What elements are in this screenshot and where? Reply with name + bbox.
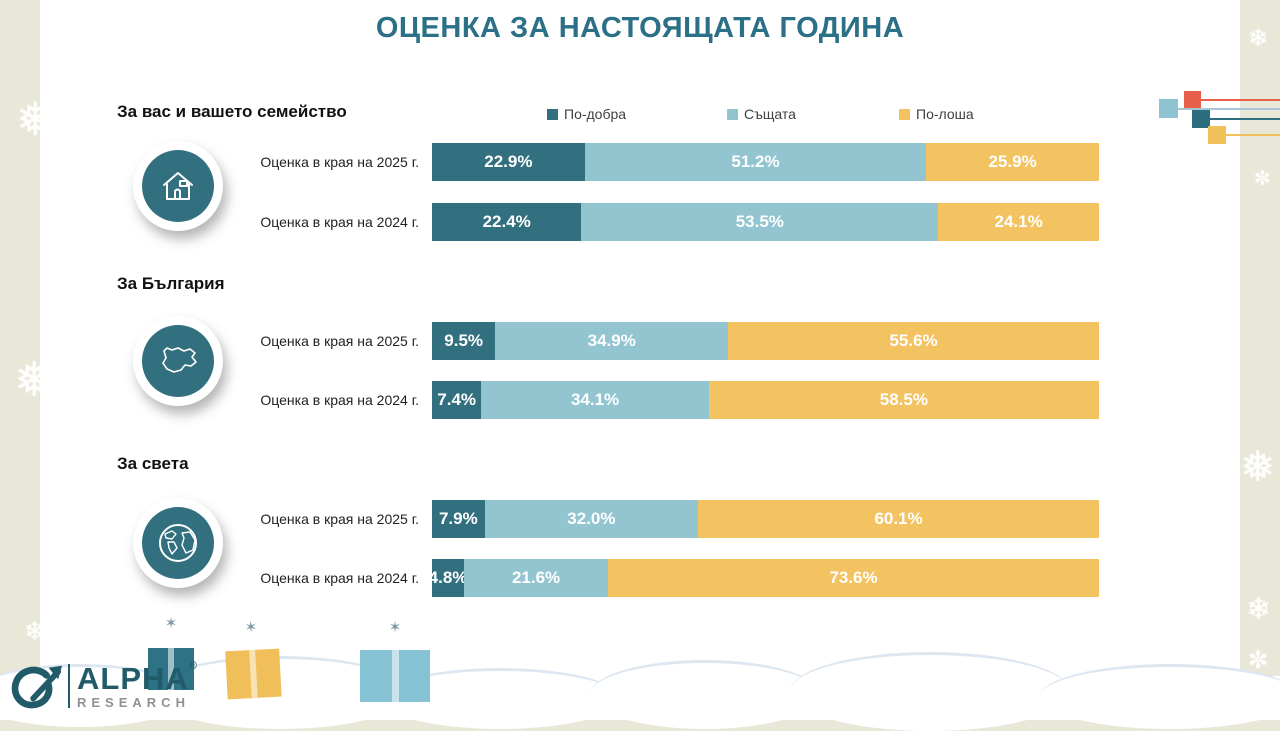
decor-square-lightblue [1159, 99, 1178, 118]
stacked-bar: 4.8% 21.6% 73.6% [429, 559, 1099, 597]
bar-segment-По-лоша: 24.1% [938, 203, 1099, 241]
stacked-bar: 9.5% 34.9% 55.6% [432, 322, 1099, 360]
bar-segment-Същата: 34.1% [481, 381, 709, 419]
alpha-research-logo: ALPHA ® RESEARCH [8, 660, 198, 712]
page-title: ОЦЕНКА ЗА НАСТОЯЩАТА ГОДИНА [375, 12, 905, 44]
bar-segment-Същата: 53.5% [581, 203, 939, 241]
row-label: Оценка в края на 2025 г. [260, 154, 419, 170]
legend-swatch [899, 108, 910, 120]
bar-segment-Същата: 34.9% [495, 322, 729, 360]
decor-square-teal [1192, 110, 1210, 128]
globe-icon-medallion [133, 498, 223, 588]
legend-item: Същата [727, 106, 796, 122]
logo-divider [68, 664, 70, 708]
bar-segment-По-добра: 7.4% [432, 381, 482, 419]
snowflake-icon: ✼ [1248, 647, 1269, 674]
snowflake-icon: ❅ [16, 93, 55, 145]
row-label: Оценка в края на 2024 г. [260, 570, 419, 586]
legend-item: По-добра [547, 106, 626, 122]
decor-line-red [1201, 99, 1280, 101]
alpha-research-mark-icon [11, 665, 63, 709]
snowflake-icon: ❅ [14, 354, 55, 407]
bar-segment-Същата: 51.2% [584, 143, 927, 181]
row-label: Оценка в края на 2025 г. [260, 333, 419, 349]
row-label: Оценка в края на 2025 г. [260, 511, 419, 527]
decor-square-red [1184, 91, 1201, 108]
legend-swatch [727, 108, 738, 120]
bar-segment-По-добра: 7.9% [432, 500, 485, 538]
bar-segment-По-добра: 4.8% [429, 559, 467, 597]
snowflake-icon: ❅ [1240, 443, 1276, 490]
gift-box-icon: ✶ [148, 615, 194, 690]
bar-segment-Същата: 21.6% [464, 559, 609, 597]
logo-subtitle: RESEARCH [77, 695, 190, 710]
section-heading: За вас и вашето семейство [117, 102, 347, 121]
bar-segment-По-добра: 9.5% [432, 322, 496, 360]
section-heading: За България [117, 274, 225, 293]
snowflake-icon: ✼ [1254, 168, 1271, 190]
section-heading: За света [117, 454, 189, 473]
bar-segment-По-лоша: 73.6% [608, 559, 1099, 597]
gift-box-icon: ✶ [224, 619, 282, 700]
bulgaria-map-icon-medallion [133, 316, 223, 406]
house-icon [142, 150, 214, 222]
bar-segment-По-добра: 22.9% [432, 143, 585, 181]
stacked-bar: 22.9% 51.2% 25.9% [432, 143, 1099, 181]
bulgaria-map-icon [142, 325, 214, 397]
bar-segment-По-лоша: 60.1% [698, 500, 1099, 538]
stacked-bar: 7.9% 32.0% 60.1% [432, 500, 1099, 538]
bar-segment-Същата: 32.0% [484, 500, 699, 538]
snowflake-icon: ✼ [58, 220, 77, 245]
chart-legend: По-добра Същата По-лоша [0, 106, 1280, 126]
legend-label: По-добра [564, 106, 627, 122]
row-label: Оценка в края на 2024 г. [260, 214, 419, 230]
bar-segment-По-лоша: 25.9% [926, 143, 1099, 181]
bar-segment-По-лоша: 58.5% [708, 381, 1099, 419]
decor-line-teal [1210, 118, 1280, 120]
snowflake-icon: ❄ [1246, 593, 1272, 626]
decor-square-yellow [1208, 126, 1226, 144]
logo-brand: ALPHA ® [77, 660, 198, 696]
gift-box-icon: ✶ [360, 619, 430, 702]
legend-label: По-лоша [916, 106, 974, 122]
bar-segment-По-лоша: 55.6% [728, 322, 1099, 360]
stacked-bar: 7.4% 34.1% 58.5% [432, 381, 1099, 419]
globe-icon [142, 507, 214, 579]
stacked-bar: 22.4% 53.5% 24.1% [432, 203, 1099, 241]
content-panel [40, 0, 1240, 720]
snowflake-icon: ❄ [24, 616, 46, 646]
house-icon-medallion [133, 141, 223, 231]
legend-swatch [547, 108, 558, 120]
legend-label: Същата [744, 106, 796, 122]
decor-line-yellow [1226, 134, 1280, 136]
row-label: Оценка в края на 2024 г. [260, 392, 419, 408]
bar-segment-По-добра: 22.4% [432, 203, 582, 241]
decor-line-lightblue [1178, 108, 1280, 110]
registered-mark: ® [188, 660, 198, 672]
snowflake-icon: ❄ [1248, 25, 1269, 52]
legend-item: По-лоша [899, 106, 974, 122]
